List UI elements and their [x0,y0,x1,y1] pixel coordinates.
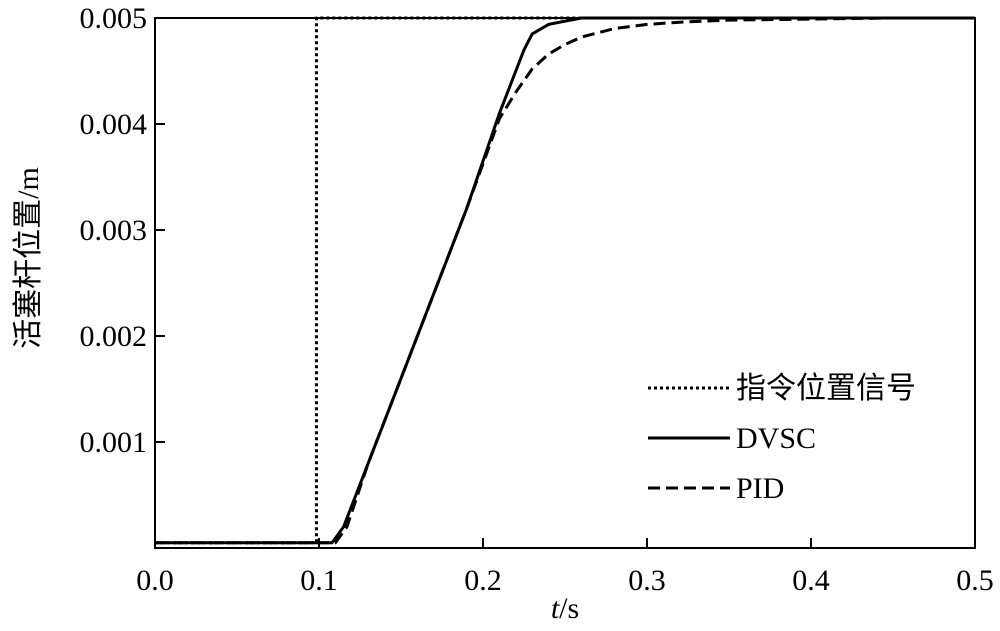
x-tick-label: 0.4 [792,564,830,597]
x-axis-label: t/s [551,592,579,625]
y-tick-label: 0.004 [80,108,148,141]
x-tick-label: 0.5 [956,564,994,597]
legend-item-pid: PID [648,472,784,505]
legend-label: 指令位置信号 [736,372,916,405]
x-tick-label: 0.3 [628,564,666,597]
legend: 指令位置信号 DVSC PID [648,372,916,505]
x-tick-label: 0.1 [300,564,338,597]
pid-line [155,16,975,545]
y-tick-label: 0.005 [80,2,148,35]
command-position-line [155,16,975,545]
legend-item-dvsc: DVSC [648,422,816,455]
legend-label: DVSC [736,422,816,455]
series-layer [155,16,975,545]
y-tick-label: 0.001 [80,426,148,459]
ticks-layer: 0.0 0.1 0.2 0.3 0.4 0.5 0.001 0.002 0.003 0.004 0.… [80,2,994,597]
y-axis-label: 活塞杆位置/m [12,167,45,349]
y-tick-label: 0.003 [80,214,148,247]
x-tick-label: 0.2 [464,564,502,597]
legend-label: PID [736,472,784,505]
x-tick-label: 0.0 [136,564,174,597]
y-tick-label: 0.002 [80,320,148,353]
x-axis-label-variable: t [551,592,560,625]
plot-border [154,17,976,549]
dvsc-line [155,16,975,545]
x-axis-label-unit: /s [559,592,579,625]
plot-frame [154,17,976,549]
legend-item-command-position: 指令位置信号 [648,372,916,405]
